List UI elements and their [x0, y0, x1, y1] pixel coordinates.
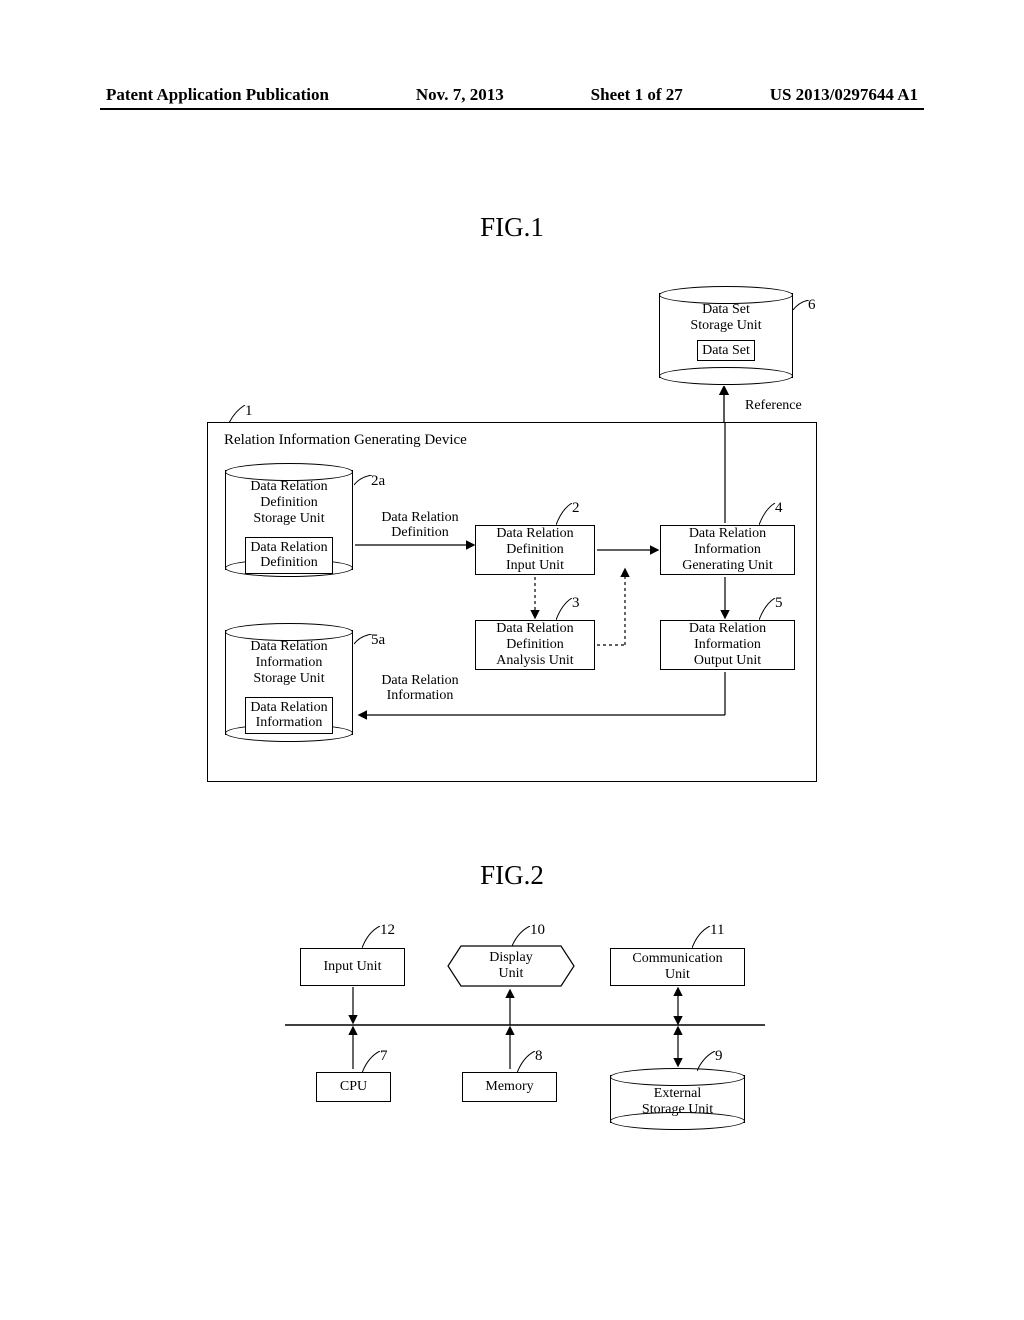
fig1-label: FIG.1: [480, 212, 544, 243]
block-cpu-label: CPU: [340, 1079, 367, 1095]
reference-label: Reference: [745, 398, 802, 413]
block-memory-label: Memory: [485, 1079, 533, 1095]
block-comm: CommunicationUnit: [610, 948, 745, 986]
db-external-storage: ExternalStorage Unit: [610, 1075, 745, 1123]
ref-12: 12: [380, 922, 395, 939]
block-memory: Memory: [462, 1072, 557, 1102]
db-info-title: Data RelationInformationStorage Unit: [226, 631, 352, 691]
leader-11: [692, 926, 712, 948]
header-left: Patent Application Publication: [106, 85, 329, 105]
db-ext-label: ExternalStorage Unit: [611, 1076, 744, 1122]
block-input-unit: Input Unit: [300, 948, 405, 986]
ref-11: 11: [710, 922, 724, 939]
db-data-set-inner: Data Set: [697, 340, 755, 361]
fig2-bus: [285, 985, 765, 1075]
header-rule: [100, 108, 924, 110]
db-data-set-storage: Data SetStorage Unit Data Set: [659, 293, 793, 378]
block-comm-label: CommunicationUnit: [632, 951, 722, 983]
block-input-label: Input Unit: [324, 959, 382, 975]
header-sheet: Sheet 1 of 27: [591, 85, 683, 105]
db-def-title: Data RelationDefinitionStorage Unit: [226, 471, 352, 531]
ref-10: 10: [530, 922, 545, 939]
fig2-label: FIG.2: [480, 860, 544, 891]
page-header: Patent Application Publication Nov. 7, 2…: [0, 85, 1024, 105]
leader-12: [362, 926, 382, 948]
leader-10: [512, 926, 532, 946]
db-data-set-title: Data SetStorage Unit: [660, 294, 792, 338]
leader-6: [793, 300, 811, 314]
arrow-reference: [716, 386, 732, 422]
block-cpu: CPU: [316, 1072, 391, 1102]
header-date: Nov. 7, 2013: [416, 85, 504, 105]
db-info-inner: Data RelationInformation: [245, 697, 332, 734]
db-def-inner: Data RelationDefinition: [245, 537, 332, 574]
header-pubno: US 2013/0297644 A1: [770, 85, 918, 105]
block-display-label: DisplayUnit: [446, 950, 576, 982]
